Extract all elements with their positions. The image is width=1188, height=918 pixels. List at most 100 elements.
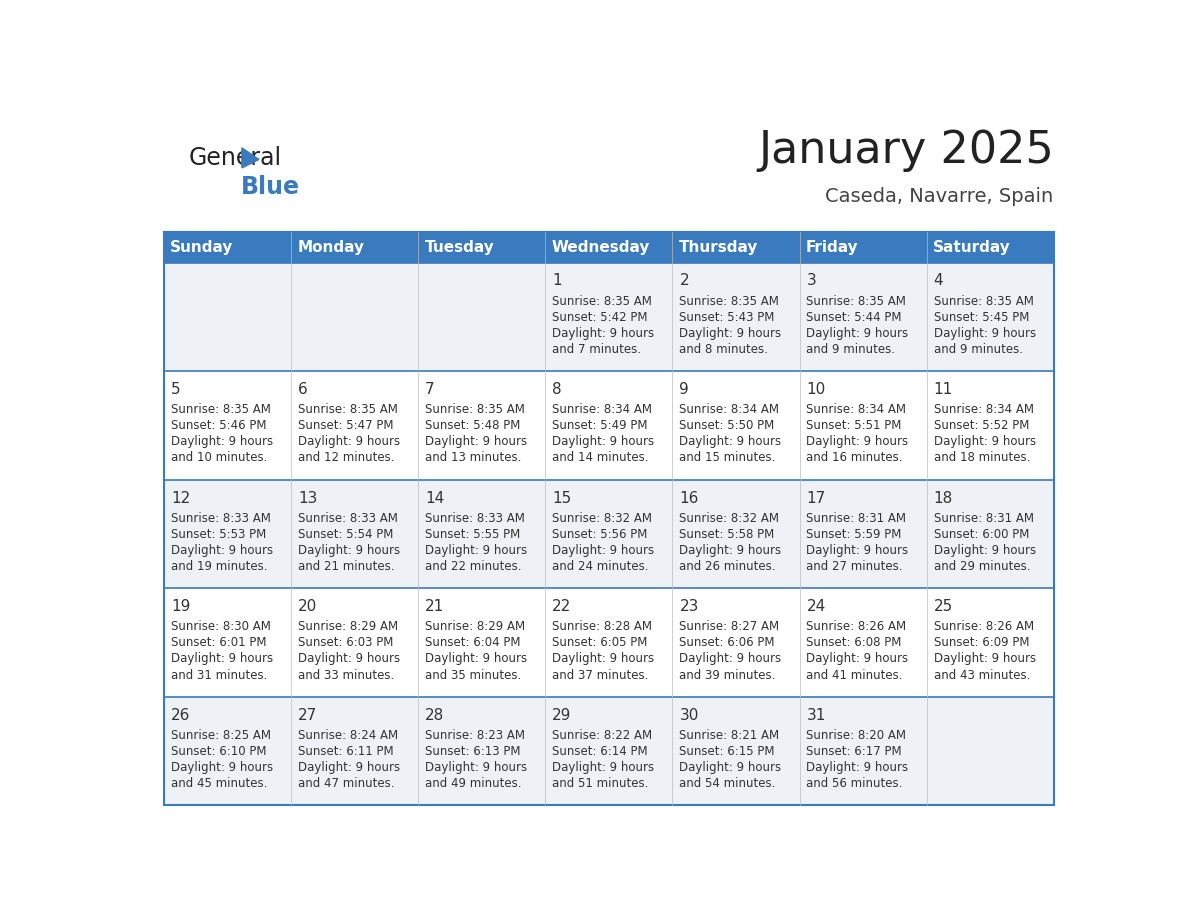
Text: and 16 minutes.: and 16 minutes. — [807, 452, 903, 465]
Text: Sunrise: 8:23 AM: Sunrise: 8:23 AM — [425, 729, 525, 742]
Text: Sunrise: 8:24 AM: Sunrise: 8:24 AM — [298, 729, 398, 742]
Text: Sunrise: 8:21 AM: Sunrise: 8:21 AM — [680, 729, 779, 742]
Text: Sunset: 5:56 PM: Sunset: 5:56 PM — [552, 528, 647, 541]
Text: 2: 2 — [680, 274, 689, 288]
Text: Daylight: 9 hours: Daylight: 9 hours — [171, 653, 273, 666]
Text: Daylight: 9 hours: Daylight: 9 hours — [298, 653, 400, 666]
Text: 17: 17 — [807, 490, 826, 506]
Bar — [545, 232, 672, 263]
Text: and 12 minutes.: and 12 minutes. — [298, 452, 394, 465]
Text: Sunrise: 8:34 AM: Sunrise: 8:34 AM — [552, 403, 652, 416]
Text: Sunset: 6:15 PM: Sunset: 6:15 PM — [680, 745, 775, 758]
Text: Sunset: 5:44 PM: Sunset: 5:44 PM — [807, 310, 902, 324]
Text: Daylight: 9 hours: Daylight: 9 hours — [934, 544, 1036, 557]
Text: 13: 13 — [298, 490, 317, 506]
Text: Sunset: 6:08 PM: Sunset: 6:08 PM — [807, 636, 902, 649]
Text: 27: 27 — [298, 708, 317, 722]
Text: and 29 minutes.: and 29 minutes. — [934, 560, 1030, 573]
Text: 23: 23 — [680, 599, 699, 614]
Text: Daylight: 9 hours: Daylight: 9 hours — [171, 435, 273, 448]
Text: 5: 5 — [171, 382, 181, 397]
Text: Monday: Monday — [297, 240, 365, 254]
Text: Daylight: 9 hours: Daylight: 9 hours — [680, 435, 782, 448]
Text: Sunrise: 8:33 AM: Sunrise: 8:33 AM — [298, 512, 398, 525]
Text: Sunrise: 8:32 AM: Sunrise: 8:32 AM — [680, 512, 779, 525]
Text: Sunrise: 8:34 AM: Sunrise: 8:34 AM — [934, 403, 1034, 416]
Text: Sunrise: 8:33 AM: Sunrise: 8:33 AM — [425, 512, 525, 525]
Text: and 9 minutes.: and 9 minutes. — [807, 342, 896, 356]
Text: and 51 minutes.: and 51 minutes. — [552, 778, 649, 790]
Bar — [291, 232, 418, 263]
Text: Sunrise: 8:35 AM: Sunrise: 8:35 AM — [298, 403, 398, 416]
Text: Sunset: 5:46 PM: Sunset: 5:46 PM — [171, 420, 266, 432]
Text: Sunset: 5:55 PM: Sunset: 5:55 PM — [425, 528, 520, 541]
Text: Daylight: 9 hours: Daylight: 9 hours — [298, 761, 400, 774]
Text: 24: 24 — [807, 599, 826, 614]
Text: Caseda, Navarre, Spain: Caseda, Navarre, Spain — [826, 187, 1054, 206]
Text: Thursday: Thursday — [678, 240, 758, 254]
Text: and 15 minutes.: and 15 minutes. — [680, 452, 776, 465]
Text: Sunrise: 8:34 AM: Sunrise: 8:34 AM — [807, 403, 906, 416]
Text: and 18 minutes.: and 18 minutes. — [934, 452, 1030, 465]
Text: Sunrise: 8:35 AM: Sunrise: 8:35 AM — [552, 295, 652, 308]
Text: 26: 26 — [171, 708, 190, 722]
Text: Sunset: 6:00 PM: Sunset: 6:00 PM — [934, 528, 1029, 541]
Text: Sunrise: 8:20 AM: Sunrise: 8:20 AM — [807, 729, 906, 742]
Text: Daylight: 9 hours: Daylight: 9 hours — [680, 761, 782, 774]
Bar — [927, 232, 1054, 263]
Text: Daylight: 9 hours: Daylight: 9 hours — [934, 327, 1036, 340]
Text: Tuesday: Tuesday — [424, 240, 494, 254]
Text: and 21 minutes.: and 21 minutes. — [298, 560, 394, 573]
Text: 19: 19 — [171, 599, 190, 614]
Text: 8: 8 — [552, 382, 562, 397]
Text: Sunrise: 8:29 AM: Sunrise: 8:29 AM — [425, 621, 525, 633]
Text: Sunday: Sunday — [170, 240, 234, 254]
Text: Sunrise: 8:32 AM: Sunrise: 8:32 AM — [552, 512, 652, 525]
Text: Daylight: 9 hours: Daylight: 9 hours — [298, 544, 400, 557]
Text: January 2025: January 2025 — [758, 129, 1054, 172]
Text: and 24 minutes.: and 24 minutes. — [552, 560, 649, 573]
Text: and 39 minutes.: and 39 minutes. — [680, 668, 776, 681]
Bar — [164, 697, 1054, 805]
Text: Sunrise: 8:35 AM: Sunrise: 8:35 AM — [807, 295, 906, 308]
Text: Sunset: 5:48 PM: Sunset: 5:48 PM — [425, 420, 520, 432]
Text: 29: 29 — [552, 708, 571, 722]
Text: Daylight: 9 hours: Daylight: 9 hours — [425, 653, 527, 666]
Text: Saturday: Saturday — [933, 240, 1011, 254]
Text: Sunset: 5:45 PM: Sunset: 5:45 PM — [934, 310, 1029, 324]
Text: Daylight: 9 hours: Daylight: 9 hours — [807, 544, 909, 557]
Bar — [164, 232, 1054, 805]
Text: Daylight: 9 hours: Daylight: 9 hours — [425, 544, 527, 557]
Text: Daylight: 9 hours: Daylight: 9 hours — [934, 435, 1036, 448]
Text: Daylight: 9 hours: Daylight: 9 hours — [425, 761, 527, 774]
Text: Daylight: 9 hours: Daylight: 9 hours — [552, 653, 655, 666]
Text: Sunset: 6:11 PM: Sunset: 6:11 PM — [298, 745, 393, 758]
Text: Daylight: 9 hours: Daylight: 9 hours — [552, 761, 655, 774]
Text: 9: 9 — [680, 382, 689, 397]
Text: Sunset: 6:10 PM: Sunset: 6:10 PM — [171, 745, 266, 758]
Text: 10: 10 — [807, 382, 826, 397]
Text: 4: 4 — [934, 274, 943, 288]
Text: and 33 minutes.: and 33 minutes. — [298, 668, 394, 681]
Text: Sunset: 6:01 PM: Sunset: 6:01 PM — [171, 636, 266, 649]
Text: and 37 minutes.: and 37 minutes. — [552, 668, 649, 681]
Text: 21: 21 — [425, 599, 444, 614]
Text: Sunrise: 8:35 AM: Sunrise: 8:35 AM — [171, 403, 271, 416]
Text: and 26 minutes.: and 26 minutes. — [680, 560, 776, 573]
Text: 6: 6 — [298, 382, 308, 397]
Text: Sunrise: 8:35 AM: Sunrise: 8:35 AM — [425, 403, 525, 416]
Text: Daylight: 9 hours: Daylight: 9 hours — [807, 761, 909, 774]
Text: Sunset: 5:58 PM: Sunset: 5:58 PM — [680, 528, 775, 541]
Text: Daylight: 9 hours: Daylight: 9 hours — [171, 544, 273, 557]
Text: Sunset: 5:47 PM: Sunset: 5:47 PM — [298, 420, 393, 432]
Text: Sunrise: 8:35 AM: Sunrise: 8:35 AM — [934, 295, 1034, 308]
Text: Daylight: 9 hours: Daylight: 9 hours — [171, 761, 273, 774]
Text: and 8 minutes.: and 8 minutes. — [680, 342, 769, 356]
Text: Sunrise: 8:34 AM: Sunrise: 8:34 AM — [680, 403, 779, 416]
Bar — [672, 232, 800, 263]
Polygon shape — [242, 148, 259, 168]
Text: Daylight: 9 hours: Daylight: 9 hours — [552, 544, 655, 557]
Text: Daylight: 9 hours: Daylight: 9 hours — [680, 653, 782, 666]
Text: 30: 30 — [680, 708, 699, 722]
Text: Sunset: 5:42 PM: Sunset: 5:42 PM — [552, 310, 647, 324]
